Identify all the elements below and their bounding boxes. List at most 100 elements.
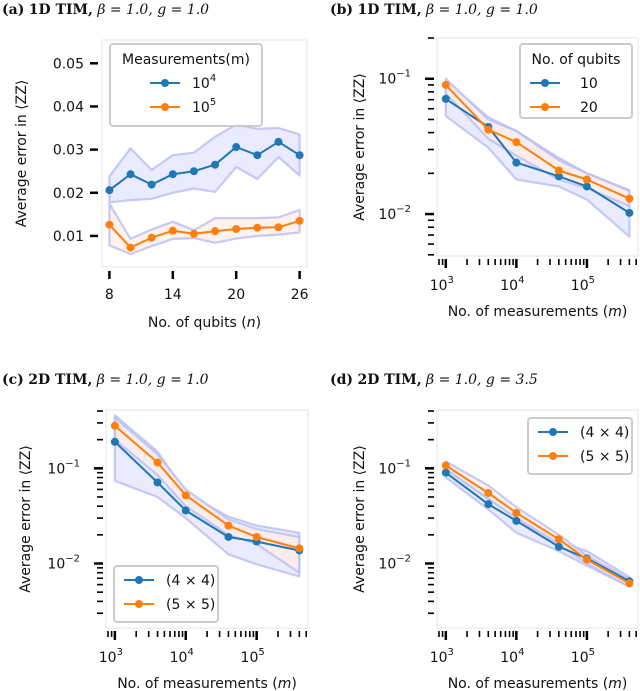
- y-axis-label: Average error in ⟨ZZ⟩: [352, 73, 368, 221]
- x-tick-label: 104: [500, 275, 524, 294]
- data-point: [153, 478, 162, 487]
- y-tick-label: 0.03: [53, 143, 84, 159]
- x-axis-label-text: No. of measurements (: [448, 304, 609, 320]
- panel-a-title: (a) 1D TIM, β = 1.0, g = 1.0: [2, 2, 209, 18]
- x-tick-exponent: 4: [187, 647, 193, 658]
- x-tick-exponent: 5: [258, 647, 264, 658]
- legend-marker: [161, 79, 169, 87]
- data-point: [253, 151, 262, 160]
- data-point: [181, 491, 190, 500]
- data-point: [554, 542, 563, 551]
- data-point: [181, 506, 190, 515]
- x-axis-label-close: ): [256, 315, 261, 331]
- x-tick-label: 105: [571, 275, 595, 294]
- data-point: [232, 225, 241, 234]
- x-tick-label: 103: [430, 275, 454, 294]
- data-point: [554, 172, 563, 181]
- y-tick-label: 0.01: [53, 229, 84, 245]
- confidence-band-2: [108, 202, 301, 256]
- y-tick-label: 10−2: [378, 553, 411, 572]
- x-tick-exponent: 5: [589, 647, 595, 658]
- panel-b-title: (b) 1D TIM, β = 1.0, g = 1.0: [330, 2, 538, 18]
- panel-d: 10−2 10−1 103 104 105 No. of measurements (m)…: [352, 409, 639, 691]
- data-point: [512, 138, 521, 147]
- data-point: [295, 216, 304, 225]
- data-point: [441, 80, 450, 89]
- y-axis-label: Average error in ⟨ZZ⟩: [18, 445, 34, 593]
- data-point: [554, 166, 563, 175]
- data-point: [484, 489, 493, 498]
- legend-label-exponent: 5: [210, 97, 216, 108]
- y-tick-exponent: −2: [396, 204, 411, 215]
- legend-label: (4 × 4): [580, 425, 629, 441]
- y-tick-label: 10−2: [378, 204, 411, 223]
- panel-a-model: 1D TIM,: [28, 2, 93, 18]
- x-axis-label-var: m: [278, 676, 292, 691]
- data-point: [189, 229, 198, 238]
- x-axis-label-var: n: [247, 315, 256, 331]
- panel-c: 10−2 10−1 103 104 105 No. of measurements (m)…: [18, 409, 309, 691]
- data-point: [147, 233, 156, 242]
- panel-d-model: 2D TIM,: [357, 372, 422, 388]
- legend-label: (5 × 5): [166, 597, 215, 613]
- panel-b-label: (b): [330, 2, 354, 18]
- y-axis-label: Average error in ⟨ZZ⟩: [352, 445, 368, 593]
- legend-label: 10: [580, 76, 598, 92]
- legend-marker: [161, 103, 169, 111]
- data-point: [582, 182, 591, 191]
- legend-marker: [135, 576, 143, 584]
- x-axis-label-text: No. of qubits (: [148, 315, 247, 331]
- data-point: [232, 143, 241, 152]
- panel-a: 0.01 0.02 0.03 0.04 0.05 8 14 20 26 No. of qubits…: [14, 39, 309, 331]
- x-tick-label: 104: [170, 647, 194, 666]
- legend: (4 × 4) (5 × 5): [527, 417, 633, 475]
- x-tick-label: 105: [571, 647, 595, 666]
- x-tick-label: 26: [291, 287, 309, 303]
- x-axis-label-close: ): [291, 676, 296, 691]
- panel-d-title: (d) 2D TIM, β = 1.0, g = 3.5: [330, 372, 538, 388]
- legend-label-exponent: 4: [210, 73, 216, 84]
- data-point: [224, 532, 233, 541]
- legend: (4 × 4) (5 × 5): [113, 565, 219, 623]
- legend-marker: [541, 79, 549, 87]
- panel-c-label: (c): [2, 372, 24, 388]
- data-point: [582, 175, 591, 184]
- data-point: [512, 508, 521, 517]
- data-point: [105, 186, 114, 195]
- legend-marker: [549, 428, 557, 436]
- data-point: [625, 194, 634, 203]
- x-tick-exponent: 4: [518, 275, 524, 286]
- x-tick-label: 8: [105, 287, 114, 303]
- x-tick-exponent: 3: [448, 647, 454, 658]
- confidence-band-2: [444, 77, 631, 207]
- x-tick-label: 103: [99, 647, 123, 666]
- panel-a-label: (a): [2, 2, 25, 18]
- data-point: [625, 208, 634, 217]
- x-tick-exponent: 3: [448, 275, 454, 286]
- data-point: [224, 521, 233, 530]
- data-point: [441, 461, 450, 470]
- legend-box: [109, 43, 263, 127]
- series-line-2: [114, 425, 300, 550]
- data-point: [126, 170, 135, 179]
- x-axis-label: No. of measurements (m): [448, 304, 628, 320]
- x-axis-label-text: No. of measurements (: [117, 676, 278, 691]
- data-point: [295, 151, 304, 160]
- y-tick-label: 10−1: [378, 69, 411, 88]
- data-point: [441, 94, 450, 103]
- y-tick-exponent: −1: [65, 458, 80, 469]
- x-tick-label: 103: [430, 647, 454, 666]
- x-axis-label-close: ): [622, 304, 627, 320]
- data-point: [274, 137, 283, 146]
- data-point: [189, 167, 198, 176]
- legend-marker: [541, 103, 549, 111]
- data-point: [110, 421, 119, 430]
- data-point: [253, 223, 262, 232]
- y-tick-exponent: −1: [396, 458, 411, 469]
- x-tick-exponent: 3: [117, 647, 123, 658]
- x-tick-label: 104: [500, 647, 524, 666]
- panel-d-params: β = 1.0, g = 3.5: [426, 372, 538, 388]
- data-point: [295, 544, 304, 553]
